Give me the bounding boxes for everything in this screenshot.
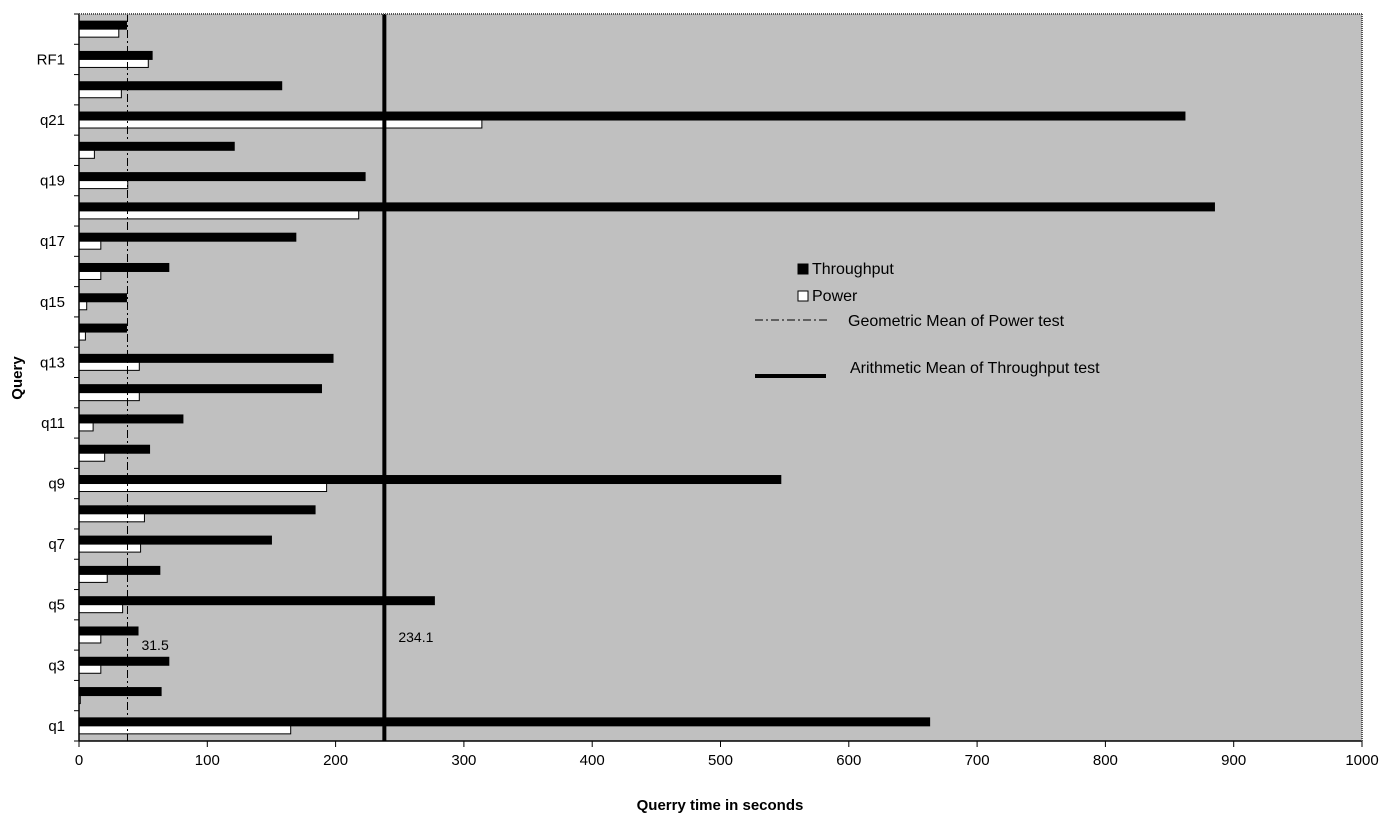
legend-label-geometric-mean: Geometric Mean of Power test [848,313,1065,330]
bar-throughput-q13 [78,353,334,363]
legend-label-arithmetic-mean: Arithmetic Mean of Throughput test [850,360,1100,377]
y-tick-label-q21: q21 [40,112,65,129]
bar-throughput-q20 [78,141,235,151]
bar-power-q9 [78,483,328,493]
bar-power-q16 [78,270,102,280]
bar-power-q6 [78,573,108,583]
bar-throughput-q19 [78,172,366,182]
bar-power-q15 [78,301,88,311]
y-tick-label-q7: q7 [48,536,65,553]
bar-power-q18 [78,210,360,220]
y-tick-label-q3: q3 [48,657,65,674]
y-tick-label-q13: q13 [40,354,65,371]
bar-throughput-RF2 [78,20,127,30]
reference-lines-group: 31.5 234.1 [126,14,434,741]
bar-throughput-q18 [78,202,1215,212]
bar-power-q13 [78,361,140,371]
bar-power-RF1 [78,58,149,68]
x-tick-label-400: 400 [580,752,605,769]
legend-swatch-power [797,290,809,302]
x-tick-label-900: 900 [1221,752,1246,769]
y-tick-label-q1: q1 [48,718,65,735]
bar-throughput-RF1 [78,50,153,60]
bar-power-q8 [78,513,145,523]
bar-power-q14 [78,331,86,341]
x-ticks-group: 0 100 200 300 400 500 600 700 800 900 1000 [75,741,1379,769]
y-tick-label-q15: q15 [40,294,65,311]
bar-throughput-q22 [78,81,283,91]
bar-throughput-q15 [78,293,127,303]
bar-power-q4 [78,634,102,644]
bar-throughput-q5 [78,596,435,606]
bar-power-q21 [78,119,483,129]
x-tick-label-0: 0 [75,752,83,769]
geometric-mean-label: 31.5 [141,637,168,653]
x-tick-label-200: 200 [323,752,348,769]
arithmetic-mean-label: 234.1 [398,629,433,645]
x-tick-label-600: 600 [836,752,861,769]
bar-power-q7 [78,543,142,553]
legend-label-power: Power [812,288,858,305]
bar-power-q12 [78,392,140,402]
x-tick-label-500: 500 [708,752,733,769]
x-tick-label-700: 700 [965,752,990,769]
x-axis-title: Querry time in seconds [637,797,804,814]
x-tick-label-800: 800 [1093,752,1118,769]
bar-throughput-q14 [78,323,127,333]
bar-power-q3 [78,664,102,674]
x-tick-label-300: 300 [451,752,476,769]
y-tick-label-q9: q9 [48,476,65,493]
legend-label-throughput: Throughput [812,261,894,278]
bar-throughput-q21 [78,111,1186,121]
bar-throughput-q3 [78,656,170,666]
legend: Throughput Power Geometric Mean of Power t… [755,261,1100,378]
x-tick-label-1000: 1000 [1345,752,1378,769]
bar-throughput-q7 [78,535,272,545]
bar-throughput-q12 [78,384,322,394]
y-tick-label-q11: q11 [41,415,65,432]
legend-swatch-throughput [797,263,809,275]
bar-power-q10 [78,452,106,462]
bar-power-q5 [78,604,124,614]
bar-throughput-q17 [78,232,297,242]
bar-throughput-q9 [78,475,782,485]
bar-throughput-q6 [78,565,161,575]
bar-power-q11 [78,422,94,432]
bar-power-q20 [78,149,95,159]
bar-throughput-q11 [78,414,184,424]
y-tick-label-q5: q5 [48,597,65,614]
plot-area [79,14,1362,741]
bar-throughput-q10 [78,444,151,454]
bar-throughput-q4 [78,626,139,636]
y-tick-label-q19: q19 [40,173,65,190]
y-axis-title: Query [9,356,26,400]
y-tick-label-RF1: RF1 [37,51,65,68]
bar-throughput-q8 [78,505,316,515]
bar-power-q17 [78,240,102,250]
x-tick-label-100: 100 [195,752,220,769]
bar-power-q22 [78,89,122,99]
y-tick-label-q17: q17 [40,233,65,250]
bar-throughput-q1 [78,717,931,727]
bar-power-q1 [78,725,292,735]
bar-throughput-q2 [78,687,162,697]
bar-throughput-q16 [78,262,170,272]
bar-power-RF2 [78,28,120,38]
y-ticks-group: q1 q3 q5 q7 q9 q11 q13 q15 q17 q19 q21 RF1 [37,13,79,742]
bar-power-q19 [78,180,129,190]
